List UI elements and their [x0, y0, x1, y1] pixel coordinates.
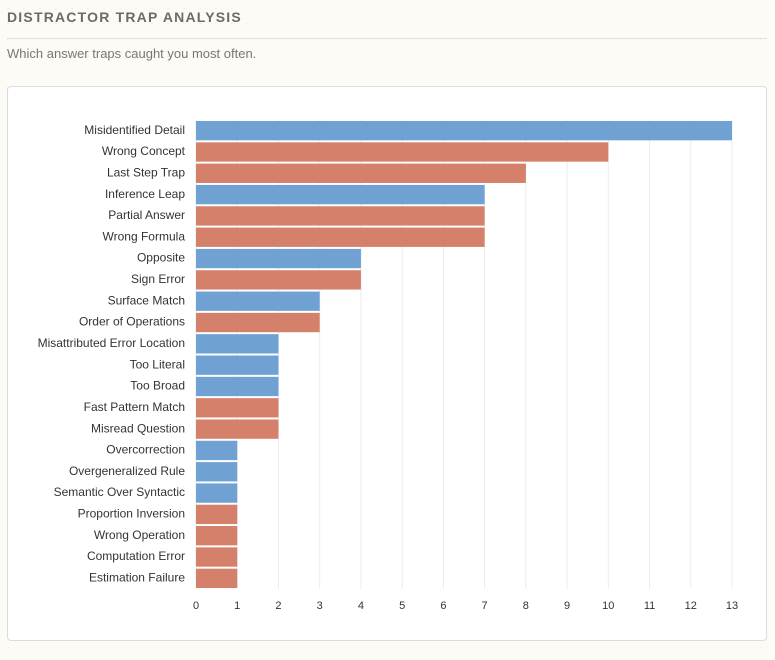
y-tick-label: Misread Question	[91, 421, 185, 435]
x-tick-label: 3	[317, 600, 323, 612]
bar	[196, 142, 609, 162]
y-tick-label: Order of Operations	[79, 315, 185, 329]
y-tick-label: Overgeneralized Rule	[69, 464, 185, 478]
bar	[196, 526, 238, 546]
bar	[196, 334, 279, 354]
y-tick-label: Too Literal	[130, 357, 185, 371]
bar	[196, 440, 238, 461]
bar	[196, 483, 238, 503]
bar	[196, 227, 485, 247]
bar	[196, 376, 279, 397]
bar	[196, 547, 238, 567]
y-tick-label: Misidentified Detail	[84, 123, 185, 137]
y-tick-label: Last Step Trap	[107, 165, 185, 179]
bar	[196, 206, 485, 226]
bar	[196, 568, 238, 588]
bar	[196, 270, 361, 290]
y-tick-label: Computation Error	[87, 549, 185, 563]
x-tick-label: 7	[482, 600, 488, 612]
x-tick-label: 0	[193, 600, 199, 612]
y-tick-label: Wrong Formula	[103, 229, 186, 243]
y-tick-label: Misattributed Error Location	[38, 336, 185, 350]
page-subtitle: Which answer traps caught you most often…	[7, 46, 257, 61]
x-tick-label: 12	[685, 600, 697, 612]
bar	[196, 248, 361, 269]
y-tick-label: Semantic Over Syntactic	[54, 485, 185, 499]
y-tick-label: Partial Answer	[108, 208, 185, 222]
bar	[196, 504, 238, 525]
y-tick-label: Wrong Operation	[94, 528, 185, 542]
bar	[196, 291, 320, 311]
x-tick-label: 8	[523, 600, 529, 612]
bar	[196, 163, 526, 183]
bar	[196, 398, 279, 418]
y-tick-label: Proportion Inversion	[78, 507, 185, 521]
divider	[7, 38, 767, 39]
bar	[196, 121, 732, 141]
x-tick-label: 6	[440, 600, 446, 612]
y-tick-label: Estimation Failure	[89, 571, 185, 585]
bar	[196, 355, 279, 375]
x-tick-label: 9	[564, 600, 570, 612]
y-tick-label: Opposite	[137, 251, 185, 265]
y-tick-label: Too Broad	[130, 379, 185, 393]
y-tick-label: Overcorrection	[106, 443, 185, 457]
x-tick-label: 13	[726, 600, 738, 612]
x-tick-label: 4	[358, 600, 364, 612]
y-tick-label: Surface Match	[108, 293, 185, 307]
x-tick-label: 5	[399, 600, 405, 612]
bar	[196, 184, 485, 205]
y-tick-label: Sign Error	[131, 272, 185, 286]
x-tick-label: 11	[644, 600, 655, 612]
x-tick-label: 10	[602, 600, 614, 612]
x-tick-label: 2	[275, 600, 281, 612]
y-tick-label: Inference Leap	[105, 187, 185, 201]
y-tick-label: Fast Pattern Match	[84, 400, 185, 414]
bar	[196, 419, 279, 439]
page-title: DISTRACTOR TRAP ANALYSIS	[7, 9, 242, 25]
y-tick-label: Wrong Concept	[102, 144, 186, 158]
x-tick-label: 1	[234, 600, 240, 612]
bar	[196, 462, 238, 482]
bar	[196, 312, 320, 333]
